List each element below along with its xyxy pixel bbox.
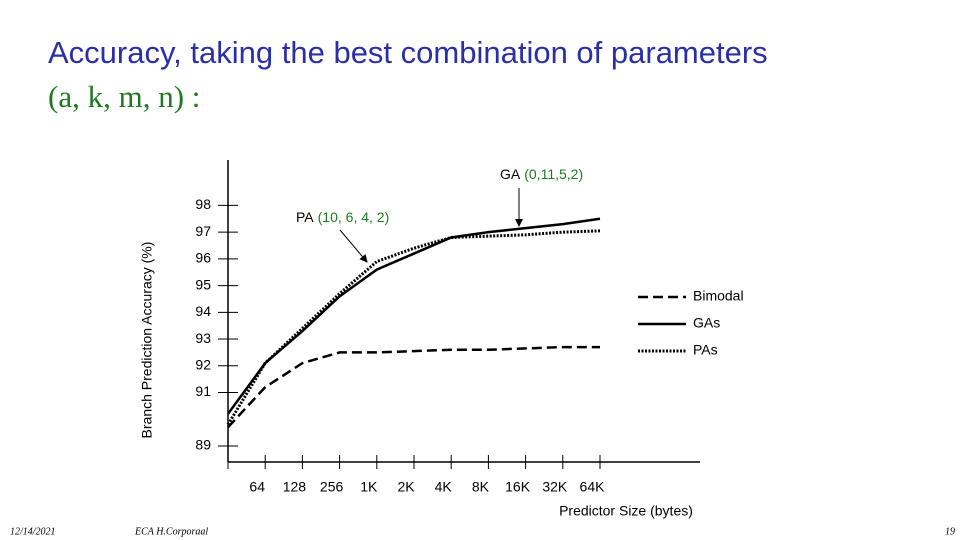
y-tick-label: 91 bbox=[195, 383, 211, 399]
footer-author: ECA H.Corporaal bbox=[134, 526, 208, 537]
series-line bbox=[226, 229, 601, 426]
x-tick-label: 4K bbox=[435, 479, 453, 495]
series-line bbox=[226, 217, 601, 415]
x-tick-label: 128 bbox=[283, 479, 307, 495]
y-tick-label: 98 bbox=[195, 196, 211, 212]
annotation-label: GA bbox=[500, 166, 521, 182]
y-tick-label: 93 bbox=[195, 330, 211, 346]
x-axis-label: Predictor Size (bytes) bbox=[559, 503, 693, 519]
y-tick-label: 96 bbox=[195, 250, 211, 266]
legend-label: GAs bbox=[693, 315, 720, 331]
x-tick-label: 256 bbox=[320, 479, 344, 495]
annotation-label: PA bbox=[296, 209, 314, 225]
annotation: GA (0,11,5,2) bbox=[500, 166, 583, 182]
annotation-params: (10, 6, 4, 2) bbox=[318, 209, 390, 225]
y-tick-label: 95 bbox=[195, 276, 211, 292]
legend-label: PAs bbox=[693, 342, 718, 358]
footer-date: 12/14/2021 bbox=[10, 526, 56, 537]
x-tick-label: 8K bbox=[472, 479, 490, 495]
series-line bbox=[227, 345, 600, 429]
x-tick-label: 64K bbox=[580, 479, 606, 495]
y-tick-label: 92 bbox=[195, 356, 211, 372]
annotation-params: (0,11,5,2) bbox=[524, 166, 583, 182]
y-tick-label: 97 bbox=[195, 223, 211, 239]
y-tick-label: 94 bbox=[195, 303, 211, 319]
annotation-arrow bbox=[339, 229, 368, 263]
slide-title: Accuracy, taking the best combination of… bbox=[48, 35, 768, 70]
footer-page: 19 bbox=[945, 526, 955, 537]
x-tick-label: 16K bbox=[505, 479, 531, 495]
y-axis-label: Branch Prediction Accuracy (%) bbox=[139, 242, 155, 439]
legend-label: Bimodal bbox=[693, 288, 744, 304]
x-tick-label: 32K bbox=[542, 479, 568, 495]
x-tick-label: 64 bbox=[249, 479, 265, 495]
x-tick-label: 2K bbox=[397, 479, 415, 495]
slide-subtitle: (a, k, m, n) : bbox=[48, 79, 200, 114]
y-tick-label: 89 bbox=[195, 437, 211, 453]
x-tick-label: 1K bbox=[360, 479, 378, 495]
annotation: PA (10, 6, 4, 2) bbox=[296, 209, 389, 225]
